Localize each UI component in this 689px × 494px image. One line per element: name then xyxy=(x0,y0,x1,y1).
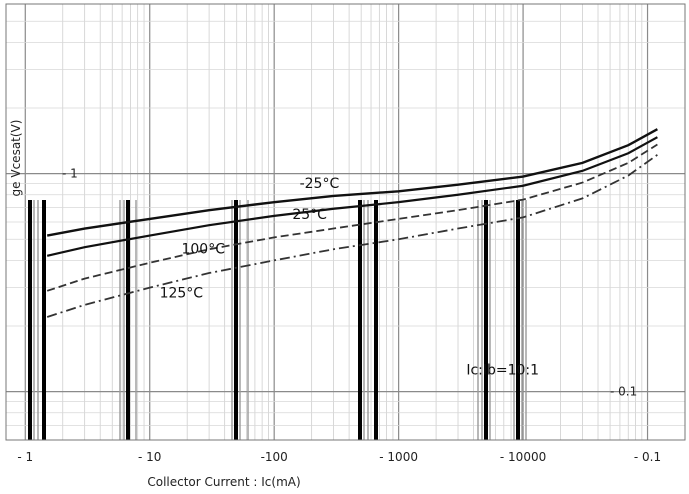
x-tick-label-3: - 1000 xyxy=(379,450,418,464)
series-line-1 xyxy=(46,136,658,257)
annotation-3: 125°C xyxy=(160,286,204,302)
annotation-1: 25°C xyxy=(292,207,327,223)
x-tick-label-5: - 0.1 xyxy=(634,450,661,464)
x-tick-label-2: -100 xyxy=(261,450,288,464)
x-axis-title: Collector Current : Ic(mA) xyxy=(147,475,300,489)
series-line-2 xyxy=(46,143,658,292)
y-tick-label-1: - 0.1 xyxy=(610,385,637,399)
plot-border xyxy=(5,3,686,441)
y-tick-label-0: - 1 xyxy=(62,167,78,181)
series-group xyxy=(46,128,658,318)
annotation-2: 100°C xyxy=(181,242,225,258)
x-tick-label-1: - 10 xyxy=(138,450,161,464)
label-group: - 1 - 10 -100 - 1000 - 10000 - 0.1 - 1 - 0.1 -25… xyxy=(17,167,661,464)
x-tick-label-4: - 10000 xyxy=(500,450,546,464)
y-axis-title: ge Vcesat(V) xyxy=(9,120,23,197)
series-line-0 xyxy=(46,128,658,237)
series-line-3 xyxy=(46,154,658,318)
grid-group xyxy=(5,3,686,441)
x-tick-label-0: - 1 xyxy=(17,450,33,464)
annotation-4: Ic:Ib=10:1 xyxy=(466,362,539,378)
annotation-0: -25°C xyxy=(300,176,340,192)
